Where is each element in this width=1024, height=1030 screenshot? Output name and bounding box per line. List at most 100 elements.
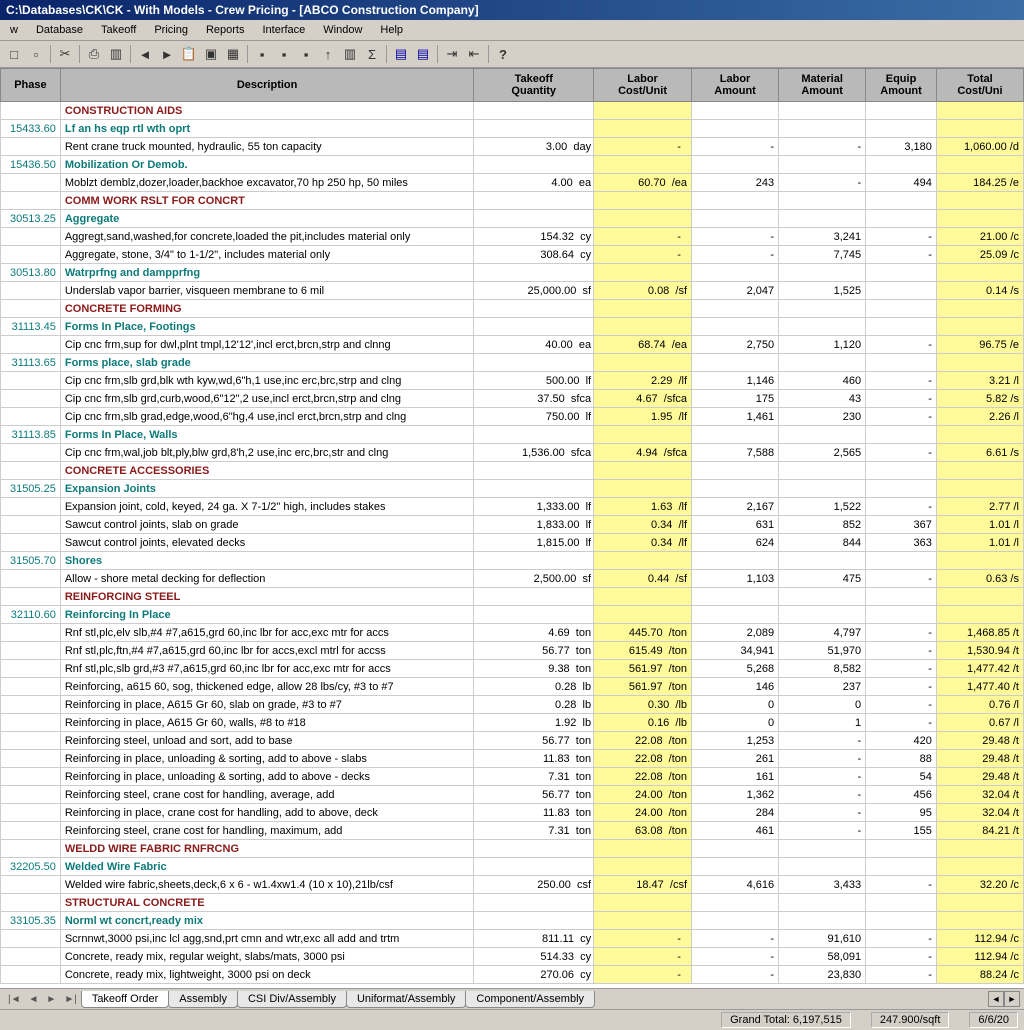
row[interactable]: 15433.60Lf an hs eqp rtl wth oprt [1, 120, 1024, 138]
row[interactable]: Rent crane truck mounted, hydraulic, 55 … [1, 138, 1024, 156]
menu-help[interactable]: Help [372, 22, 411, 38]
row[interactable]: 33105.35Norml wt concrt,ready mix [1, 912, 1024, 930]
btn-x5[interactable]: ▥ [340, 44, 360, 64]
row[interactable]: CONSTRUCTION AIDS [1, 102, 1024, 120]
row[interactable]: Cip cnc frm,sup for dwl,plnt tmpl,12'12'… [1, 336, 1024, 354]
btn-cut[interactable]: ✂ [55, 44, 75, 64]
row[interactable]: CONCRETE ACCESSORIES [1, 462, 1024, 480]
btn-x2[interactable]: ▪ [274, 44, 294, 64]
col-3[interactable]: LaborCost/Unit [594, 69, 692, 102]
grid[interactable]: PhaseDescriptionTakeoffQuantityLaborCost… [0, 68, 1024, 988]
row[interactable]: 31505.25Expansion Joints [1, 480, 1024, 498]
tab-first[interactable]: |◄ [4, 994, 25, 1005]
btn-print[interactable]: ⎙ [84, 44, 104, 64]
btn-x3[interactable]: ▪ [296, 44, 316, 64]
tab-takeoff-order[interactable]: Takeoff Order [81, 991, 169, 1008]
btn-prev[interactable]: ◄ [135, 44, 155, 64]
row[interactable]: 32205.50Welded Wire Fabric [1, 858, 1024, 876]
row[interactable]: CONCRETE FORMING [1, 300, 1024, 318]
btn-x6[interactable]: Σ [362, 44, 382, 64]
btn-paste[interactable]: 📋 [179, 44, 199, 64]
row[interactable]: Reinforcing in place, A615 Gr 60, walls,… [1, 714, 1024, 732]
row[interactable]: Cip cnc frm,wal,job blt,ply,blw grd,8'h,… [1, 444, 1024, 462]
row[interactable]: 15436.50Mobilization Or Demob. [1, 156, 1024, 174]
row[interactable]: Sawcut control joints, slab on grade1,83… [1, 516, 1024, 534]
row[interactable]: Rnf stl,plc,elv slb,#4 #7,a615,grd 60,in… [1, 624, 1024, 642]
row[interactable]: Aggregate, stone, 3/4" to 1-1/2", includ… [1, 246, 1024, 264]
col-6[interactable]: EquipAmount [866, 69, 937, 102]
tab-last[interactable]: ►| [60, 994, 81, 1005]
btn-copy[interactable]: ▣ [201, 44, 221, 64]
row[interactable]: 32110.60Reinforcing In Place [1, 606, 1024, 624]
row[interactable]: 30513.25Aggregate [1, 210, 1024, 228]
hscroll-right[interactable]: ► [1004, 991, 1020, 1007]
row[interactable]: Reinforcing steel, crane cost for handli… [1, 822, 1024, 840]
row[interactable]: Aggregt,sand,washed,for concrete,loaded … [1, 228, 1024, 246]
menu-interface[interactable]: Interface [254, 22, 313, 38]
row[interactable]: Reinforcing in place, A615 Gr 60, slab o… [1, 696, 1024, 714]
col-0[interactable]: Phase [1, 69, 61, 102]
row[interactable]: Cip cnc frm,slb grd,blk wth kyw,wd,6"h,1… [1, 372, 1024, 390]
col-5[interactable]: MaterialAmount [779, 69, 866, 102]
row[interactable]: Reinforcing in place, unloading & sortin… [1, 768, 1024, 786]
tab-assembly[interactable]: Assembly [168, 991, 238, 1008]
row[interactable]: STRUCTURAL CONCRETE [1, 894, 1024, 912]
row[interactable]: Rnf stl,plc,slb grd,#3 #7,a615,grd 60,in… [1, 660, 1024, 678]
col-1[interactable]: Description [60, 69, 474, 102]
row[interactable]: Moblzt demblz,dozer,loader,backhoe excav… [1, 174, 1024, 192]
col-4[interactable]: LaborAmount [692, 69, 779, 102]
btn-y2[interactable]: ▤ [413, 44, 433, 64]
btn-x1[interactable]: ▪ [252, 44, 272, 64]
row[interactable]: WELDD WIRE FABRIC RNFRCNG [1, 840, 1024, 858]
row[interactable]: Cip cnc frm,slb grad,edge,wood,6"hg,4 us… [1, 408, 1024, 426]
row[interactable]: Reinforcing, a615 60, sog, thickened edg… [1, 678, 1024, 696]
row[interactable]: Expansion joint, cold, keyed, 24 ga. X 7… [1, 498, 1024, 516]
row[interactable]: COMM WORK RSLT FOR CONCRT [1, 192, 1024, 210]
tab-uniformat-assembly[interactable]: Uniformat/Assembly [346, 991, 466, 1008]
btn-z2[interactable]: ⇤ [464, 44, 484, 64]
btn-next[interactable]: ► [157, 44, 177, 64]
btn-open[interactable]: ▫ [26, 44, 46, 64]
hscroll-left[interactable]: ◄ [988, 991, 1004, 1007]
menubar: wDatabaseTakeoffPricingReportsInterfaceW… [0, 20, 1024, 41]
row[interactable]: Allow - shore metal decking for deflecti… [1, 570, 1024, 588]
row[interactable]: 31113.65Forms place, slab grade [1, 354, 1024, 372]
btn-grid[interactable]: ▦ [223, 44, 243, 64]
row[interactable]: 31113.45Forms In Place, Footings [1, 318, 1024, 336]
row[interactable]: Concrete, ready mix, regular weight, sla… [1, 948, 1024, 966]
row[interactable]: 31113.85Forms In Place, Walls [1, 426, 1024, 444]
row[interactable]: Welded wire fabric,sheets,deck,6 x 6 - w… [1, 876, 1024, 894]
row[interactable]: Rnf stl,plc,ftn,#4 #7,a615,grd 60,inc lb… [1, 642, 1024, 660]
row[interactable]: Reinforcing in place, crane cost for han… [1, 804, 1024, 822]
btn-x4[interactable]: ↑ [318, 44, 338, 64]
tab-prev[interactable]: ◄ [25, 994, 43, 1005]
tabstrip: |◄ ◄ ► ►| Takeoff OrderAssemblyCSI Div/A… [0, 988, 1024, 1009]
menu-takeoff[interactable]: Takeoff [93, 22, 144, 38]
tab-component-assembly[interactable]: Component/Assembly [465, 991, 595, 1008]
menu-window[interactable]: Window [315, 22, 370, 38]
btn-new[interactable]: □ [4, 44, 24, 64]
row[interactable]: Scrnnwt,3000 psi,inc lcl agg,snd,prt cmn… [1, 930, 1024, 948]
row[interactable]: 31505.70Shores [1, 552, 1024, 570]
row[interactable]: Cip cnc frm,slb grd,curb,wood,6"12",2 us… [1, 390, 1024, 408]
row[interactable]: Reinforcing steel, unload and sort, add … [1, 732, 1024, 750]
row[interactable]: 30513.80Watrprfng and dampprfng [1, 264, 1024, 282]
tab-csi-div-assembly[interactable]: CSI Div/Assembly [237, 991, 347, 1008]
col-7[interactable]: TotalCost/Uni [936, 69, 1023, 102]
menu-w[interactable]: w [2, 22, 26, 38]
btn-y1[interactable]: ▤ [391, 44, 411, 64]
row[interactable]: Concrete, ready mix, lightweight, 3000 p… [1, 966, 1024, 984]
col-2[interactable]: TakeoffQuantity [474, 69, 594, 102]
row[interactable]: Reinforcing steel, crane cost for handli… [1, 786, 1024, 804]
row[interactable]: REINFORCING STEEL [1, 588, 1024, 606]
row[interactable]: Sawcut control joints, elevated decks1,8… [1, 534, 1024, 552]
tab-next[interactable]: ► [42, 994, 60, 1005]
btn-z1[interactable]: ⇥ [442, 44, 462, 64]
menu-reports[interactable]: Reports [198, 22, 253, 38]
btn-col[interactable]: ▥ [106, 44, 126, 64]
menu-pricing[interactable]: Pricing [146, 22, 196, 38]
row[interactable]: Reinforcing in place, unloading & sortin… [1, 750, 1024, 768]
menu-database[interactable]: Database [28, 22, 91, 38]
btn-help[interactable]: ? [493, 44, 513, 64]
row[interactable]: Underslab vapor barrier, visqueen membra… [1, 282, 1024, 300]
